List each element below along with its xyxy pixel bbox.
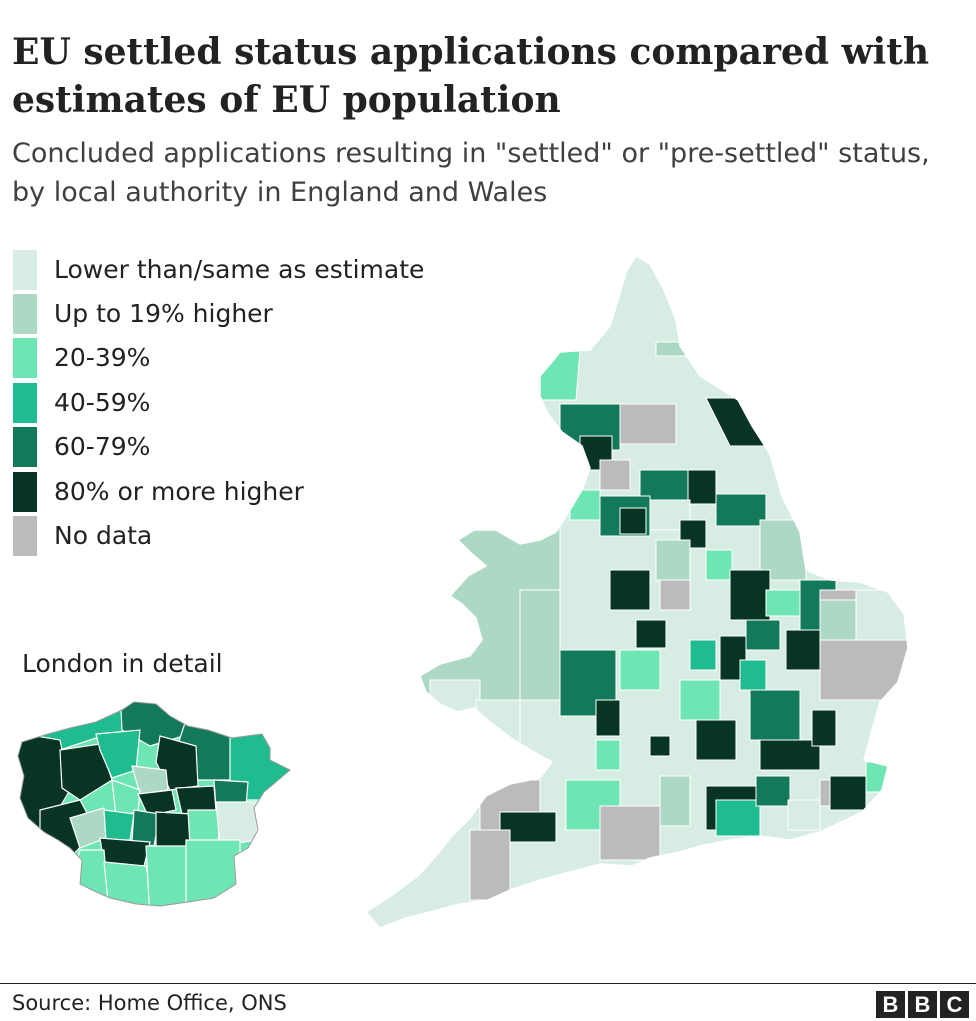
- legend-item-20-39: 20-39%: [13, 338, 493, 378]
- legend-label-40-59: 40-59%: [54, 388, 151, 417]
- legend-item-lower: Lower than/same as estimate: [13, 250, 493, 290]
- legend-label-up-to-19: Up to 19% higher: [54, 299, 273, 328]
- legend-swatch-20-39: [13, 338, 37, 378]
- legend-item-up-to-19: Up to 19% higher: [13, 294, 493, 334]
- legend-swatch-60-79: [13, 427, 37, 467]
- legend-swatch-lower: [13, 250, 37, 290]
- legend-label-lower: Lower than/same as estimate: [54, 255, 425, 284]
- legend-item-60-79: 60-79%: [13, 427, 493, 467]
- legend-item-no-data: No data: [13, 516, 493, 556]
- bbc-logo-letter-3: C: [940, 991, 969, 1018]
- bbc-logo-letter-2: B: [908, 991, 937, 1018]
- england-wales-map: [364, 254, 909, 929]
- legend-item-40-59: 40-59%: [13, 383, 493, 423]
- chart-title: EU settled status applications compared …: [12, 31, 930, 121]
- legend-swatch-80-plus: [13, 472, 37, 512]
- footer-divider: [0, 983, 976, 984]
- chart-subtitle: Concluded applications resulting in "set…: [12, 138, 930, 208]
- london-inset-label: London in detail: [22, 649, 223, 678]
- legend-swatch-up-to-19: [13, 294, 37, 334]
- legend-label-80-plus: 80% or more higher: [54, 477, 304, 506]
- legend-swatch-no-data: [13, 516, 37, 556]
- legend-label-no-data: No data: [54, 521, 153, 550]
- source-note: Source: Home Office, ONS: [12, 991, 287, 1015]
- legend-item-80-plus: 80% or more higher: [13, 472, 493, 512]
- legend-label-60-79: 60-79%: [54, 432, 151, 461]
- legend-swatch-40-59: [13, 383, 37, 423]
- london-inset-map: [17, 701, 291, 907]
- legend-label-20-39: 20-39%: [54, 343, 151, 372]
- bbc-logo-letter-1: B: [876, 991, 905, 1018]
